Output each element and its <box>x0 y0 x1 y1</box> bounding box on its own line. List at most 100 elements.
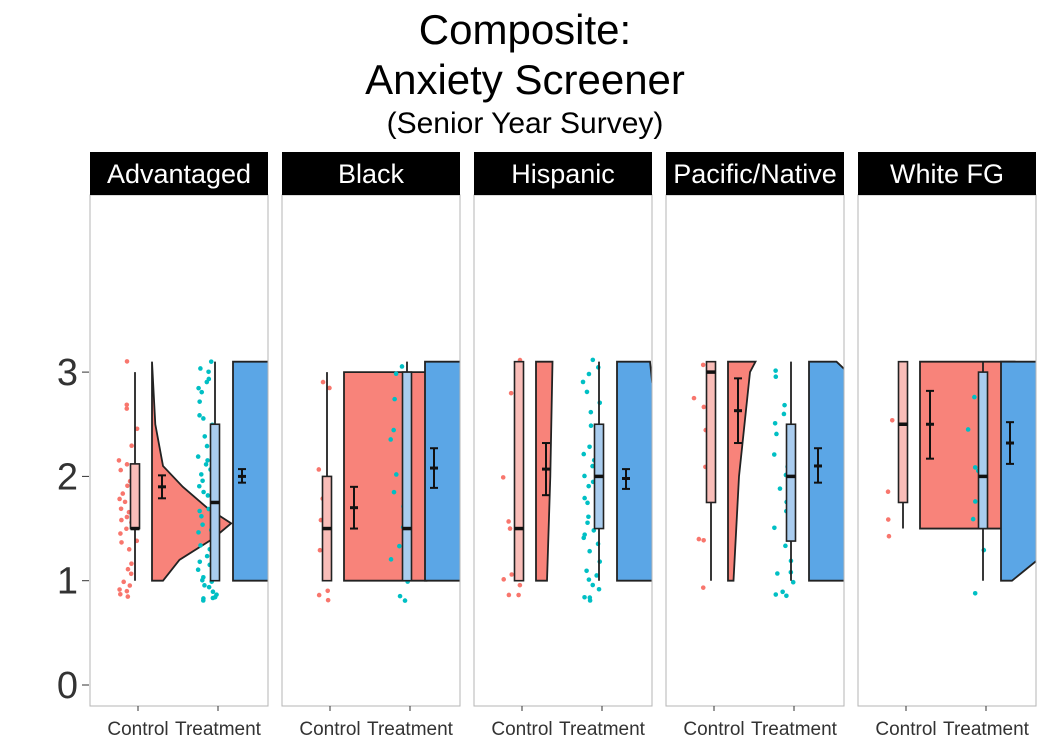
treatment-data-point <box>582 495 587 501</box>
treatment-data-point <box>198 366 203 371</box>
control-data-point <box>696 536 702 542</box>
treatment-data-point <box>587 595 593 600</box>
control-data-point <box>118 506 124 512</box>
control-data-point <box>118 467 124 473</box>
treatment-data-point <box>775 571 780 576</box>
treatment-data-point <box>580 379 586 385</box>
treatment-data-point <box>780 589 785 595</box>
treatment-data-point <box>392 396 397 402</box>
treatment-data-point <box>203 462 209 467</box>
control-data-point <box>320 379 326 385</box>
treatment-data-point <box>206 584 212 590</box>
treatment-data-point <box>200 478 205 484</box>
treatment-data-point <box>784 593 789 599</box>
facet-strip <box>282 152 460 195</box>
treatment-data-point <box>210 589 216 594</box>
treatment-data-point <box>582 532 587 537</box>
treatment-data-point <box>590 357 596 363</box>
treatment-data-point <box>206 369 211 375</box>
treatment-data-point <box>205 458 210 463</box>
title-line-3: (Senior Year Survey) <box>386 107 664 140</box>
control-data-point <box>885 489 891 494</box>
facet-strip <box>666 152 844 195</box>
control-data-point <box>124 588 130 594</box>
treatment-data-point <box>208 359 214 364</box>
facet-panel-pacific-native <box>691 360 844 599</box>
control-box <box>129 463 141 530</box>
treatment-data-point <box>773 592 779 597</box>
control-data-point <box>317 547 323 553</box>
treatment-data-point <box>195 567 201 573</box>
treatment-data-point <box>588 423 594 429</box>
facet-strip-label: Pacific/Native <box>673 159 837 189</box>
control-half-violin <box>727 360 757 582</box>
facet-strip <box>858 152 1036 195</box>
treatment-box <box>401 371 413 582</box>
treatment-data-point <box>596 586 602 592</box>
title-line-2: Anxiety Screener <box>365 56 685 103</box>
control-data-point <box>124 462 130 467</box>
control-data-point <box>700 585 706 590</box>
control-data-point <box>886 533 892 539</box>
control-data-point <box>501 577 507 582</box>
facet-strip-label: Black <box>338 159 405 189</box>
facet-panel-advantaged <box>116 359 268 603</box>
treatment-data-point <box>198 472 204 477</box>
treatment-half-violin <box>232 360 268 582</box>
treatment-data-point <box>970 516 976 522</box>
treatment-data-point <box>590 463 595 469</box>
control-data-point <box>325 597 331 603</box>
treatment-data-point <box>581 451 587 457</box>
facet-strip-label: Advantaged <box>107 159 251 189</box>
treatment-data-point <box>214 592 219 597</box>
control-data-point <box>129 443 134 448</box>
treatment-data-point <box>594 573 599 578</box>
treatment-data-point <box>397 543 402 549</box>
treatment-data-point <box>199 389 205 395</box>
treatment-data-point <box>198 543 203 548</box>
control-box <box>897 360 909 504</box>
control-data-point <box>127 583 133 588</box>
control-data-point <box>508 390 514 396</box>
control-box <box>513 360 525 582</box>
x-tick-label-treatment: Treatment <box>943 719 1030 740</box>
control-data-point <box>125 566 131 572</box>
y-tick-label: 2 <box>57 456 78 498</box>
x-tick-label-treatment: Treatment <box>367 719 454 740</box>
treatment-data-point <box>965 427 971 432</box>
control-data-point <box>116 458 122 463</box>
control-data-point <box>121 579 126 585</box>
treatment-half-violin <box>808 360 844 582</box>
treatment-data-point <box>402 598 408 603</box>
control-data-point <box>500 475 506 480</box>
control-box <box>705 360 717 504</box>
facet-strip-label: White FG <box>890 159 1004 189</box>
control-data-point <box>517 582 523 588</box>
y-tick-label: 3 <box>57 352 78 394</box>
treatment-data-point <box>202 434 208 439</box>
treatment-data-point <box>582 594 587 600</box>
treatment-data-point <box>774 431 779 437</box>
treatment-data-point <box>782 402 787 408</box>
treatment-data-point <box>206 376 212 382</box>
facet-panel-black <box>316 360 460 603</box>
control-data-point <box>506 592 512 598</box>
control-data-point <box>700 362 706 368</box>
y-tick-label: 1 <box>57 561 78 603</box>
facet-strip-label: Hispanic <box>511 159 615 189</box>
treatment-data-point <box>972 394 977 400</box>
control-data-point <box>885 517 891 522</box>
x-tick-label-control: Control <box>875 719 936 740</box>
control-data-point <box>126 547 132 552</box>
control-data-point <box>327 385 332 391</box>
treatment-data-point <box>199 513 204 519</box>
x-tick-label-control: Control <box>491 719 552 740</box>
treatment-half-violin <box>424 360 460 582</box>
control-data-point <box>117 496 122 502</box>
control-data-point <box>125 594 131 599</box>
x-tick-label-control: Control <box>107 719 168 740</box>
x-tick-label-control: Control <box>683 719 744 740</box>
treatment-data-point <box>590 582 596 588</box>
treatment-data-point <box>388 557 394 562</box>
